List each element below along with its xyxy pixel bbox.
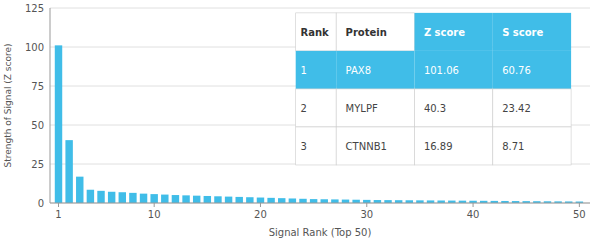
y-axis-line xyxy=(50,8,51,203)
x-tick xyxy=(58,203,59,207)
y-axis-label: Strength of Signal (Z score) xyxy=(3,43,13,167)
table-cell xyxy=(493,51,571,89)
table-cell xyxy=(336,13,414,51)
table-text: MYLPF xyxy=(346,103,378,114)
table-text: 3 xyxy=(301,141,307,152)
table-text: 8.71 xyxy=(502,141,524,152)
bar xyxy=(289,198,296,203)
table-text: 16.89 xyxy=(424,141,453,152)
bar xyxy=(204,196,211,203)
x-tick xyxy=(260,203,261,207)
table-cell xyxy=(415,89,493,127)
bar xyxy=(108,192,115,203)
y-tick-label: 25 xyxy=(31,159,44,170)
chart: 0 25 50 75 100 125 1 10 20 30 40 50 Signal Rank (Top… xyxy=(0,0,600,241)
table-text: PAX8 xyxy=(346,65,371,76)
table-cell xyxy=(415,13,493,51)
x-tick-label: 40 xyxy=(467,209,480,220)
bar xyxy=(129,193,136,203)
bar xyxy=(278,198,285,203)
bar xyxy=(225,197,232,203)
table-cell xyxy=(415,127,493,165)
table-cell xyxy=(296,89,337,127)
y-tick-label: 125 xyxy=(25,3,44,14)
table-text: 2 xyxy=(301,103,307,114)
table-text: 40.3 xyxy=(424,103,446,114)
x-tick xyxy=(154,203,155,207)
bar xyxy=(55,45,62,203)
x-tick-label: 50 xyxy=(573,209,586,220)
x-tick-label: 10 xyxy=(148,209,161,220)
x-tick-label: 1 xyxy=(55,209,61,220)
bar xyxy=(150,194,157,203)
bar xyxy=(140,194,147,203)
bar xyxy=(267,198,274,203)
x-axis-line xyxy=(50,203,590,204)
bar xyxy=(257,198,264,203)
y-tick-label: 100 xyxy=(25,42,44,53)
bar xyxy=(65,140,72,203)
bar xyxy=(299,199,306,203)
table-text: Z score xyxy=(424,27,465,38)
bar xyxy=(161,195,168,203)
bar xyxy=(172,195,179,203)
bars xyxy=(55,45,583,203)
bar xyxy=(87,190,94,203)
table-text: 1 xyxy=(301,65,307,76)
table-text: 101.06 xyxy=(424,65,459,76)
bar xyxy=(310,199,317,203)
table-text: 23.42 xyxy=(502,103,531,114)
bar xyxy=(342,200,349,203)
table-text: CTNNB1 xyxy=(346,141,387,152)
bar xyxy=(97,191,104,203)
bar xyxy=(182,195,189,203)
table-text: S score xyxy=(502,27,543,38)
bar xyxy=(331,199,338,203)
bar xyxy=(246,197,253,203)
table-cell xyxy=(493,13,571,51)
grid-line xyxy=(50,8,590,9)
table-cell xyxy=(493,89,571,127)
bar xyxy=(193,196,200,203)
table-cell xyxy=(493,127,571,165)
table-text: 60.76 xyxy=(502,65,531,76)
x-tick xyxy=(366,203,367,207)
table-cell xyxy=(296,51,337,89)
grid-line xyxy=(50,203,590,204)
table-text: Rank xyxy=(301,27,330,38)
table-text: Protein xyxy=(346,27,387,38)
x-axis-label: Signal Rank (Top 50) xyxy=(269,227,372,238)
bar xyxy=(119,192,126,203)
table: Rank Protein Z score S score 1 PAX8 101.06 60.7… xyxy=(296,13,571,165)
bar xyxy=(321,199,328,203)
table-cell xyxy=(296,127,337,165)
table-cell xyxy=(415,51,493,89)
x-tick-label: 30 xyxy=(360,209,373,220)
grid xyxy=(50,8,590,203)
bar xyxy=(76,177,83,203)
y-tick-label: 0 xyxy=(38,198,44,209)
table-cell xyxy=(336,51,414,89)
bar xyxy=(214,196,221,203)
y-tick-label: 50 xyxy=(31,120,44,131)
x-tick xyxy=(579,203,580,207)
table-cell xyxy=(336,127,414,165)
x-tick xyxy=(473,203,474,207)
y-tick-label: 75 xyxy=(31,81,44,92)
table-cell xyxy=(296,13,337,51)
bar xyxy=(235,197,242,203)
table-cell xyxy=(336,89,414,127)
x-tick-label: 20 xyxy=(254,209,267,220)
